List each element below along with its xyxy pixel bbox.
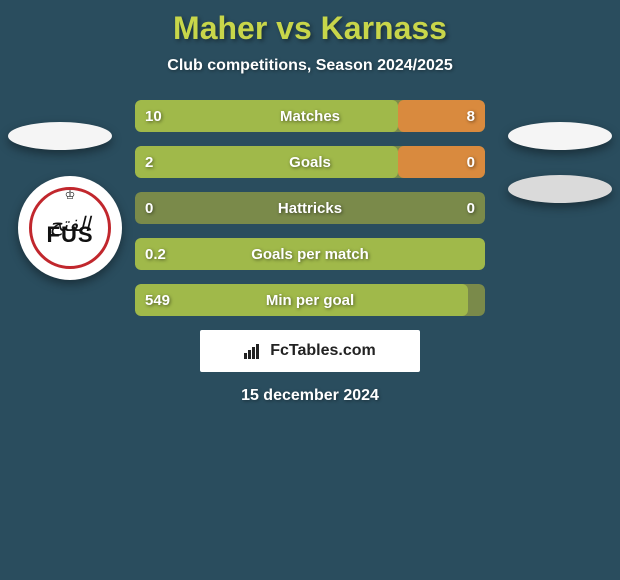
value-player2: 0 bbox=[467, 146, 475, 178]
stat-row-hattricks: 0 Hattricks 0 bbox=[135, 192, 485, 224]
attribution-badge: FcTables.com bbox=[200, 330, 420, 372]
stat-label: Goals per match bbox=[135, 238, 485, 270]
stat-label: Hattricks bbox=[135, 192, 485, 224]
club-logo-inner: ♔ الفتح FUS bbox=[29, 187, 111, 269]
stat-row-min-per-goal: 549 Min per goal bbox=[135, 284, 485, 316]
attribution-text: FcTables.com bbox=[270, 342, 376, 360]
club-script: الفتح bbox=[50, 212, 91, 237]
page-subtitle: Club competitions, Season 2024/2025 bbox=[0, 57, 620, 75]
player1-flag-ellipse bbox=[8, 122, 112, 150]
stats-block: 10 Matches 8 2 Goals 0 0 Hattricks 0 0.2… bbox=[135, 100, 485, 316]
crown-icon: ♔ bbox=[65, 188, 76, 202]
player2-flag-ellipse bbox=[508, 122, 612, 150]
snapshot-date: 15 december 2024 bbox=[0, 387, 620, 405]
value-player2: 0 bbox=[467, 192, 475, 224]
player1-club-logo: ♔ الفتح FUS bbox=[18, 176, 122, 280]
stat-label: Min per goal bbox=[135, 284, 485, 316]
stat-row-matches: 10 Matches 8 bbox=[135, 100, 485, 132]
page-title: Maher vs Karnass bbox=[0, 10, 620, 47]
player2-club-ellipse bbox=[508, 175, 612, 203]
chart-icon bbox=[244, 343, 264, 359]
stat-row-goals-per-match: 0.2 Goals per match bbox=[135, 238, 485, 270]
stat-label: Matches bbox=[135, 100, 485, 132]
value-player2: 8 bbox=[467, 100, 475, 132]
stat-row-goals: 2 Goals 0 bbox=[135, 146, 485, 178]
stat-label: Goals bbox=[135, 146, 485, 178]
